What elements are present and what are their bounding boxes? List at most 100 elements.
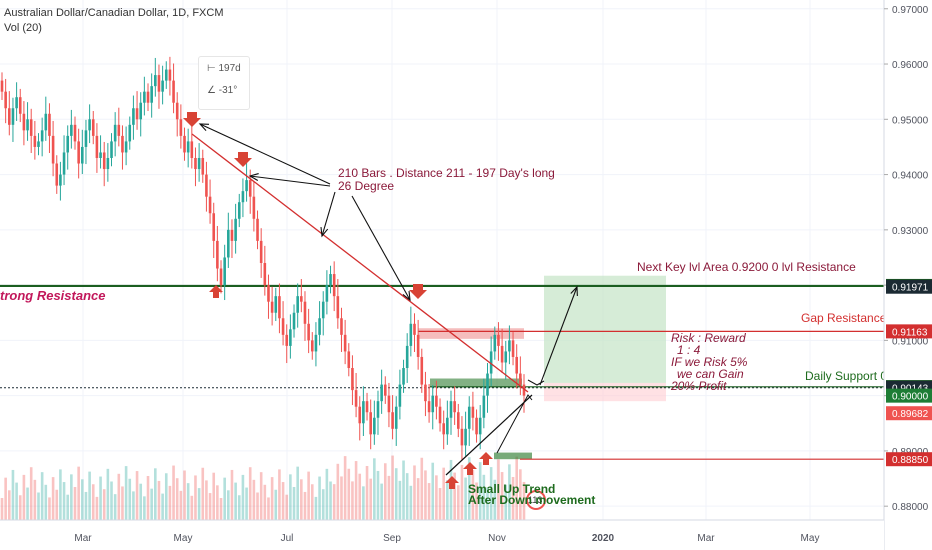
candle-body: [365, 401, 369, 413]
candle-body: [292, 312, 296, 330]
volume-bar: [310, 484, 314, 520]
candle-body: [398, 384, 402, 407]
volume-bar: [18, 495, 22, 520]
uptrend-line: [445, 394, 533, 476]
trough-arrow-up: [445, 476, 459, 489]
candle-body: [91, 119, 95, 136]
volume-bar: [22, 474, 26, 520]
volume-bar: [124, 466, 128, 520]
chart-header: Australian Dollar/Canadian Dollar, 1D, F…: [4, 6, 223, 36]
y-tick-label: 0.88000: [892, 502, 929, 513]
volume-bar: [446, 480, 449, 520]
volume-bar: [394, 468, 398, 520]
volume-bar: [340, 476, 343, 520]
candle-body: [354, 390, 358, 407]
candle-body: [471, 406, 475, 418]
volume-bar: [511, 477, 515, 520]
candle-body: [230, 229, 234, 241]
candle-body: [504, 351, 508, 363]
volume-bar: [300, 479, 303, 520]
peak-arrow-down: [409, 284, 427, 299]
candle-body: [95, 135, 99, 158]
price-tag: [886, 452, 932, 467]
target-arrow-head: [570, 285, 578, 297]
volume-bar: [121, 486, 124, 520]
time-axis-bg: [0, 520, 884, 550]
symbol-title[interactable]: Australian Dollar/Canadian Dollar, 1D, F…: [4, 7, 224, 19]
measure-angle-value: -31°: [218, 85, 238, 96]
wedge-lines: [496, 394, 533, 454]
candle-body: [175, 102, 179, 120]
candle-body: [307, 323, 310, 341]
candle-body: [343, 334, 347, 352]
volume-bar: [493, 479, 497, 520]
bars-distance-label: 210 Bars . Distance 211 - 197 Day's long: [338, 166, 555, 180]
candle-body: [446, 417, 449, 435]
candle-body: [128, 124, 132, 142]
candle-body: [197, 157, 201, 170]
volume-bar: [453, 472, 456, 520]
trough-arrow-up: [479, 452, 493, 465]
candle-body: [205, 174, 208, 197]
candle-body: [351, 368, 354, 391]
volume-bar: [467, 457, 471, 520]
candle-body: [234, 218, 237, 241]
volume-bar: [91, 484, 95, 520]
time-axis[interactable]: Mar May Jul Sep Nov 2020 Mar May: [0, 519, 884, 550]
volume-bar: [420, 457, 424, 520]
candle-body: [33, 135, 37, 147]
callout-arrow-1-head: [198, 123, 210, 132]
volume-bar: [285, 494, 289, 520]
support-box: [430, 378, 522, 388]
volume-bar: [289, 474, 292, 520]
candle-body: [285, 334, 289, 346]
candle-body: [278, 296, 281, 319]
volume-bar: [486, 487, 489, 520]
volume-bar: [164, 473, 168, 520]
y-tick-label: 0.93000: [892, 226, 929, 237]
level-lines[interactable]: [0, 284, 884, 460]
volume-bar: [190, 495, 194, 520]
candle-body: [15, 97, 18, 109]
candle-body: [402, 368, 405, 385]
candle-body: [497, 334, 500, 346]
candle-body: [329, 274, 332, 286]
measure-bars: ⊢ 197d: [207, 63, 241, 74]
candle-body: [336, 296, 340, 319]
entry-arrow: [527, 379, 545, 386]
volume-bar: [482, 474, 486, 520]
volume-bar: [59, 469, 62, 520]
volume-bar: [391, 455, 394, 520]
volume-legend[interactable]: Vol (20): [4, 22, 42, 34]
small-up-trend-label: Small Up Trend: [468, 482, 555, 496]
volume-bar: [442, 467, 445, 520]
candle-body: [332, 274, 336, 297]
y-tick-label: 0.96000: [892, 60, 929, 71]
candle-body: [409, 323, 413, 346]
candle-body: [489, 351, 493, 374]
volume-bar: [303, 491, 307, 520]
x-tick-label: Nov: [488, 533, 506, 544]
drawings[interactable]: 113 trong Resistance 210 Bars . Distance 2…: [0, 112, 887, 510]
price-tag-label: 0.91971: [892, 283, 929, 294]
price-tag-label: 0.89682: [892, 409, 929, 420]
candle-body: [519, 373, 522, 385]
candle-body: [256, 218, 259, 241]
volume-bar: [194, 475, 197, 520]
candle-body: [172, 80, 175, 103]
volume-bar: [201, 467, 205, 520]
volume-bar: [259, 472, 263, 520]
candle-body: [376, 401, 380, 418]
price-axis[interactable]: 0.970000.960000.950000.940000.930000.920…: [883, 0, 932, 550]
volume-bar: [143, 496, 146, 520]
measure-box[interactable]: ⊢ 197d ∠ -31°: [198, 56, 250, 110]
volume-bar: [347, 468, 351, 520]
x-tick-label: May: [801, 533, 820, 544]
event-badge: [526, 490, 546, 510]
candle-body: [435, 395, 438, 407]
candle-body: [420, 356, 424, 385]
volume-bar: [296, 466, 299, 520]
candle-body: [369, 412, 372, 435]
candle-body: [62, 152, 66, 175]
